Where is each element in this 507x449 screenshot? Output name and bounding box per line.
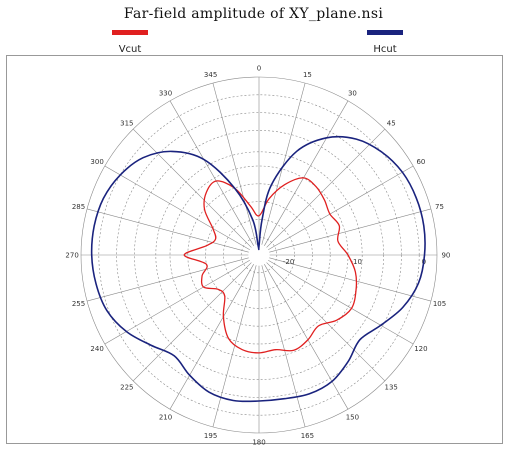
grid-spoke	[169, 100, 254, 246]
grid-spoke	[87, 257, 249, 302]
angle-tick-label: 150	[346, 413, 359, 421]
angle-tick-label: 105	[433, 300, 446, 308]
grid-spoke	[269, 208, 431, 253]
grid-spoke	[212, 83, 257, 245]
chart-title: Far-field amplitude of XY_plane.nsi	[123, 6, 384, 22]
grid-spoke	[268, 165, 414, 250]
angle-tick-label: 345	[204, 71, 217, 79]
angle-tick-label: 120	[414, 345, 427, 353]
grid-spoke	[266, 262, 386, 382]
series-line-vcut	[183, 177, 358, 354]
grid-spoke	[87, 208, 249, 253]
angle-tick-label: 180	[252, 438, 265, 446]
plot-frame	[6, 55, 503, 444]
angle-tick-label: 315	[120, 119, 133, 127]
angle-tick-label: 195	[204, 432, 217, 440]
grid-spoke	[261, 83, 306, 245]
legend-swatch-vcut	[112, 30, 148, 35]
angle-tick-label: 255	[72, 300, 85, 308]
radial-tick-label: -10	[350, 258, 361, 266]
grid-spoke	[104, 165, 250, 250]
grid-spoke	[269, 257, 431, 302]
angle-tick-label: 0	[257, 65, 261, 73]
angle-tick-label: 165	[301, 432, 314, 440]
grid-spoke	[212, 265, 257, 427]
angle-tick-label: 30	[348, 90, 357, 98]
grid-spoke	[264, 264, 349, 410]
angle-tick-label: 45	[387, 119, 396, 127]
grid-spoke	[261, 265, 306, 427]
angle-tick-label: 240	[90, 345, 103, 353]
angle-tick-label: 330	[159, 90, 172, 98]
angle-tick-label: 285	[72, 203, 85, 211]
grid-spoke	[169, 264, 254, 410]
legend-item-hcut: Hcut	[340, 30, 430, 56]
legend-swatch-hcut	[367, 30, 403, 35]
angle-tick-label: 300	[90, 158, 103, 166]
radial-tick-label: -20	[283, 258, 294, 266]
grid-spoke	[132, 262, 252, 382]
legend-label-hcut: Hcut	[373, 44, 397, 55]
angle-tick-label: 75	[435, 203, 444, 211]
angle-tick-label: 135	[385, 384, 398, 392]
legend-item-vcut: Vcut	[85, 30, 175, 56]
angle-tick-label: 90	[441, 252, 450, 260]
angle-tick-label: 210	[159, 413, 172, 421]
legend-label-vcut: Vcut	[118, 44, 142, 55]
grid-spoke	[104, 260, 250, 345]
grid-spoke	[132, 128, 252, 248]
grid-spoke	[266, 128, 386, 248]
angle-tick-label: 15	[303, 71, 312, 79]
grid-spoke	[268, 260, 414, 345]
series-line-hcut	[90, 135, 426, 403]
angle-tick-label: 60	[416, 158, 425, 166]
angle-tick-label: 270	[65, 252, 78, 260]
grid-spoke	[264, 100, 349, 246]
angle-tick-label: 225	[120, 384, 133, 392]
